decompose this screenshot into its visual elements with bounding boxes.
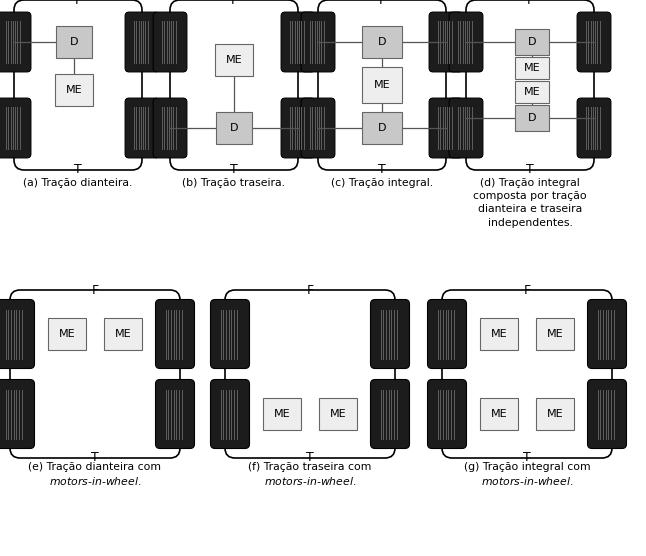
Text: ME: ME [66, 85, 82, 95]
FancyBboxPatch shape [587, 300, 627, 369]
FancyBboxPatch shape [466, 0, 594, 170]
FancyBboxPatch shape [0, 12, 31, 72]
Bar [480, 318, 518, 350]
Text: $\it{motors}$-$\it{in}$-$\it{wheel}$.: $\it{motors}$-$\it{in}$-$\it{wheel}$. [48, 475, 141, 487]
Bar [104, 318, 142, 350]
Bar [362, 67, 402, 103]
Text: D: D [378, 123, 386, 133]
Bar [216, 112, 252, 144]
FancyBboxPatch shape [371, 300, 410, 369]
Text: $\it{motors}$-$\it{in}$-$\it{wheel}$.: $\it{motors}$-$\it{in}$-$\it{wheel}$. [481, 475, 573, 487]
Bar [319, 398, 357, 430]
FancyBboxPatch shape [156, 380, 194, 449]
FancyBboxPatch shape [577, 12, 611, 72]
FancyBboxPatch shape [449, 98, 483, 158]
Bar [515, 105, 549, 131]
FancyBboxPatch shape [371, 380, 410, 449]
Text: T: T [91, 451, 99, 464]
FancyBboxPatch shape [301, 12, 335, 72]
FancyBboxPatch shape [428, 380, 466, 449]
Text: D: D [230, 123, 238, 133]
Bar [536, 398, 574, 430]
Bar [362, 112, 402, 144]
Text: ME: ME [225, 55, 242, 65]
Text: ME: ME [547, 409, 563, 419]
Text: $\it{motors}$-$\it{in}$-$\it{wheel}$.: $\it{motors}$-$\it{in}$-$\it{wheel}$. [264, 475, 356, 487]
FancyBboxPatch shape [281, 12, 315, 72]
Text: (a) Tração dianteira.: (a) Tração dianteira. [23, 178, 132, 188]
Bar [362, 26, 402, 58]
Text: F: F [306, 284, 313, 297]
FancyBboxPatch shape [170, 0, 298, 170]
Text: ME: ME [524, 87, 540, 97]
FancyBboxPatch shape [449, 12, 483, 72]
Text: ME: ME [491, 409, 507, 419]
FancyBboxPatch shape [125, 98, 159, 158]
FancyBboxPatch shape [577, 98, 611, 158]
Text: ME: ME [274, 409, 290, 419]
Bar [55, 74, 93, 106]
Bar [56, 26, 92, 58]
Text: (f) Tração traseira com: (f) Tração traseira com [248, 462, 371, 472]
Text: D: D [378, 37, 386, 47]
Text: T: T [526, 163, 534, 176]
Text: (g) Tração integral com: (g) Tração integral com [464, 462, 590, 472]
FancyBboxPatch shape [10, 290, 180, 458]
FancyBboxPatch shape [153, 98, 187, 158]
Bar [480, 398, 518, 430]
FancyBboxPatch shape [442, 290, 612, 458]
Text: ME: ME [329, 409, 346, 419]
Text: ME: ME [373, 80, 390, 90]
Text: T: T [74, 163, 82, 176]
Text: T: T [378, 163, 386, 176]
Text: (b) Tração traseira.: (b) Tração traseira. [183, 178, 286, 188]
Text: T: T [306, 451, 314, 464]
FancyBboxPatch shape [429, 98, 463, 158]
FancyBboxPatch shape [153, 12, 187, 72]
Text: T: T [230, 163, 238, 176]
Text: ME: ME [59, 329, 76, 339]
Text: F: F [92, 284, 99, 297]
FancyBboxPatch shape [156, 300, 194, 369]
FancyBboxPatch shape [211, 380, 249, 449]
FancyBboxPatch shape [211, 300, 249, 369]
Text: (d) Tração integral
composta por tração
dianteira e traseira
independentes.: (d) Tração integral composta por tração … [473, 178, 587, 227]
Text: D: D [528, 113, 536, 123]
FancyBboxPatch shape [0, 300, 34, 369]
Text: D: D [70, 37, 78, 47]
Text: ME: ME [491, 329, 507, 339]
Text: ME: ME [115, 329, 131, 339]
FancyBboxPatch shape [301, 98, 335, 158]
Bar [215, 44, 253, 76]
FancyBboxPatch shape [125, 12, 159, 72]
Text: F: F [379, 0, 386, 7]
FancyBboxPatch shape [0, 98, 31, 158]
Text: (c) Tração integral.: (c) Tração integral. [331, 178, 433, 188]
Text: D: D [528, 37, 536, 47]
FancyBboxPatch shape [429, 12, 463, 72]
FancyBboxPatch shape [14, 0, 142, 170]
Bar [536, 318, 574, 350]
Bar [515, 57, 549, 79]
Text: T: T [523, 451, 531, 464]
Text: ME: ME [524, 63, 540, 73]
Bar [515, 81, 549, 103]
Bar [515, 29, 549, 55]
FancyBboxPatch shape [225, 290, 395, 458]
Text: F: F [526, 0, 534, 7]
FancyBboxPatch shape [281, 98, 315, 158]
FancyBboxPatch shape [587, 380, 627, 449]
Text: F: F [74, 0, 81, 7]
Text: F: F [231, 0, 238, 7]
Bar [48, 318, 86, 350]
Text: ME: ME [547, 329, 563, 339]
Text: (e) Tração dianteira com: (e) Tração dianteira com [28, 462, 162, 472]
FancyBboxPatch shape [318, 0, 446, 170]
Text: F: F [523, 284, 530, 297]
Bar [263, 398, 301, 430]
FancyBboxPatch shape [0, 380, 34, 449]
FancyBboxPatch shape [428, 300, 466, 369]
